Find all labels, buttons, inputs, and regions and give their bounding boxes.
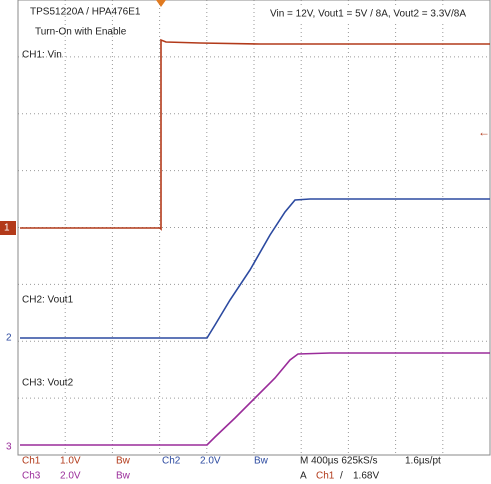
status-channel: Ch2 <box>162 456 181 467</box>
status-bandwidth: Bw <box>116 456 131 467</box>
title: TPS51220A / HPA476E1 <box>30 7 141 18</box>
status-resolution: 1.6µs/pt <box>405 456 441 467</box>
ch1-marker-box <box>0 221 16 235</box>
ch1-trace <box>20 38 490 231</box>
trigger-level: 1.68V <box>353 471 379 482</box>
conditions-background <box>264 5 482 23</box>
trigger-slope: / <box>340 471 343 482</box>
subtitle: Turn-On with Enable <box>35 27 127 38</box>
status-scale: 2.0V <box>200 456 221 467</box>
trigger-source: Ch1 <box>316 471 335 482</box>
trigger-mode: A <box>300 471 307 482</box>
ch2-label: CH2: Vout1 <box>22 295 74 306</box>
status-scale: 2.0V <box>60 471 81 482</box>
ch2-trace <box>20 198 490 339</box>
status-timebase: M 400µs 625kS/s <box>300 456 377 467</box>
screen-border <box>17 0 491 456</box>
ch3-marker: 3 <box>6 442 12 453</box>
ch1-label: CH1: Vin <box>22 50 62 61</box>
status-bandwidth: Bw <box>254 456 269 467</box>
status-channel: Ch1 <box>22 456 41 467</box>
trigger-level-marker: ← <box>478 125 490 139</box>
trigger-position-marker <box>156 0 166 7</box>
ch3-trace <box>20 352 490 446</box>
status-channel: Ch3 <box>22 471 41 482</box>
status-bandwidth: Bw <box>116 471 131 482</box>
ch3-label: CH3: Vout2 <box>22 378 74 389</box>
ch2-marker: 2 <box>6 333 12 344</box>
ch1-marker: 1 <box>4 223 10 234</box>
conditions: Vin = 12V, Vout1 = 5V / 8A, Vout2 = 3.3V… <box>270 9 466 20</box>
status-scale: 1.0V <box>60 456 81 467</box>
